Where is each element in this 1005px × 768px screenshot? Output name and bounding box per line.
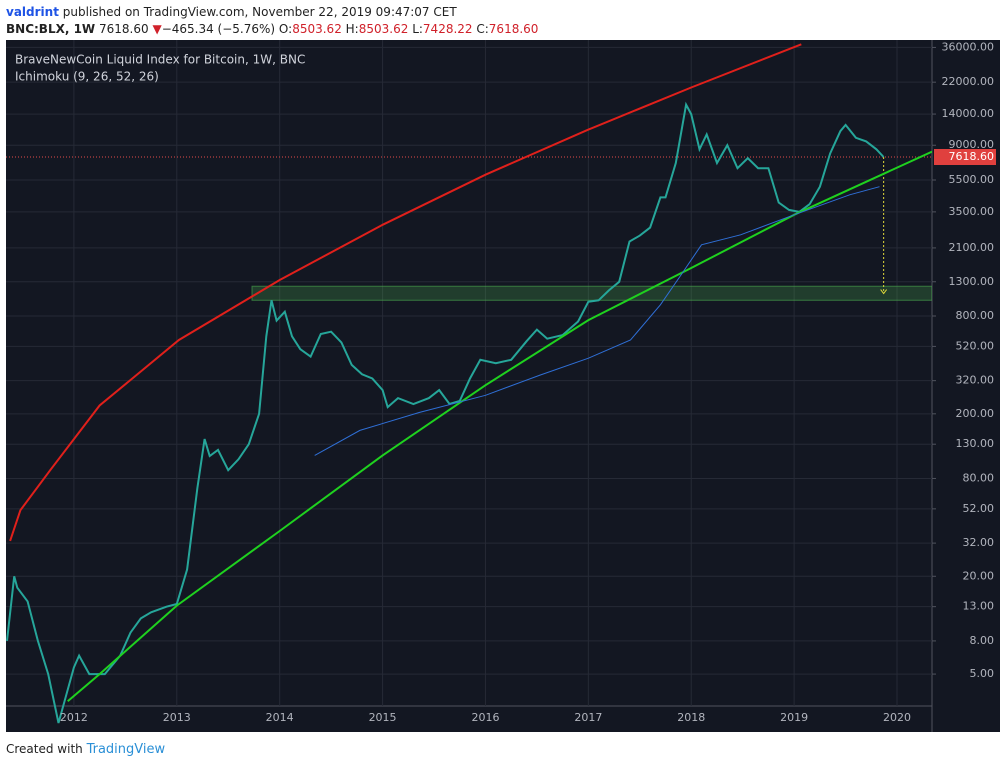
arrow: ▼ [152,22,162,36]
last-price-box [934,148,996,165]
y-tick-label: 32.00 [963,536,995,549]
x-tick-label: 2017 [574,711,602,724]
x-tick-label: 2016 [471,711,499,724]
published: published on TradingView.com, November 2… [62,5,457,19]
ohlc-low-label: L: [412,22,423,36]
plot-area [6,43,932,724]
y-tick-label: 5500.00 [949,173,995,186]
x-tick-label: 2020 [883,711,911,724]
y-tick-label: 8.00 [970,634,995,647]
series-line [314,186,880,456]
y-tick-label: 22000.00 [942,75,995,88]
chart-background [6,40,1000,732]
y-tick-label: 14000.00 [942,107,995,120]
chart: 36000.00 22000.00 14000.00 9000.00 5500.00 35… [6,40,1000,732]
y-tick-label: 2100.00 [949,241,995,254]
y-tick-label: 200.00 [956,407,995,420]
y-tick-label: 800.00 [956,309,995,322]
y-tick-label: 3500.00 [949,205,995,218]
ohlc-high: 8503.62 [358,22,409,36]
brand[interactable]: TradingView [86,742,166,757]
created-with: Created with [6,742,83,756]
ohlc-close-label: C: [476,22,489,36]
last: 7618.60 [99,22,149,36]
x-tick-label: 2013 [163,711,191,724]
support-zone [251,285,932,301]
author[interactable]: valdrint [6,5,59,19]
chart-title: BraveNewCoin Liquid Index for Bitcoin, 1… [15,53,305,67]
ohlc-open-label: O: [278,22,293,36]
y-tick-label: 320.00 [956,374,995,387]
y-tick-label: 520.00 [956,339,995,352]
ohlc-low: 7428.22 [422,22,473,36]
series-line [6,101,885,724]
y-tick-label: 5.00 [970,667,995,680]
target-arrow-head [880,289,888,295]
y-tick-label: 9000.00 [949,138,995,151]
x-tick-label: 2018 [677,711,705,724]
footer: Created with TradingView [6,742,165,757]
x-tick-label: 2015 [369,711,397,724]
ohlc-close: 7618.60 [488,22,539,36]
y-tick-label: 52.00 [963,502,995,515]
y-tick-label: 20.00 [963,569,995,582]
symbol: BNC:BLX, 1W [6,22,96,36]
series-line [9,43,802,542]
y-tick-label: 13.00 [963,600,995,613]
ohlc-high-label: H: [345,22,359,36]
x-tick-label: 2019 [780,711,808,724]
x-tick-label: 2014 [266,711,294,724]
ohlc-open: 8503.62 [292,22,342,36]
x-tick-label: 2012 [60,711,88,724]
series-line [67,150,932,703]
indicator-label: Ichimoku (9, 26, 52, 26) [15,70,159,84]
change: −465.34 (−5.76%) [161,22,276,36]
axes: 36000.00 22000.00 14000.00 9000.00 5500.00 35… [60,40,996,724]
last-price-label: 7618.60 [949,150,995,163]
y-tick-label: 36000.00 [942,40,995,53]
y-tick-label: 130.00 [956,437,995,450]
y-tick-label: 1300.00 [949,275,995,288]
publish-line: valdrint published on TradingView.com, N… [6,5,457,19]
symbol-line: BNC:BLX, 1W 7618.60 ▼−465.34 (−5.76%) O:… [6,22,538,36]
y-tick-label: 80.00 [963,471,995,484]
